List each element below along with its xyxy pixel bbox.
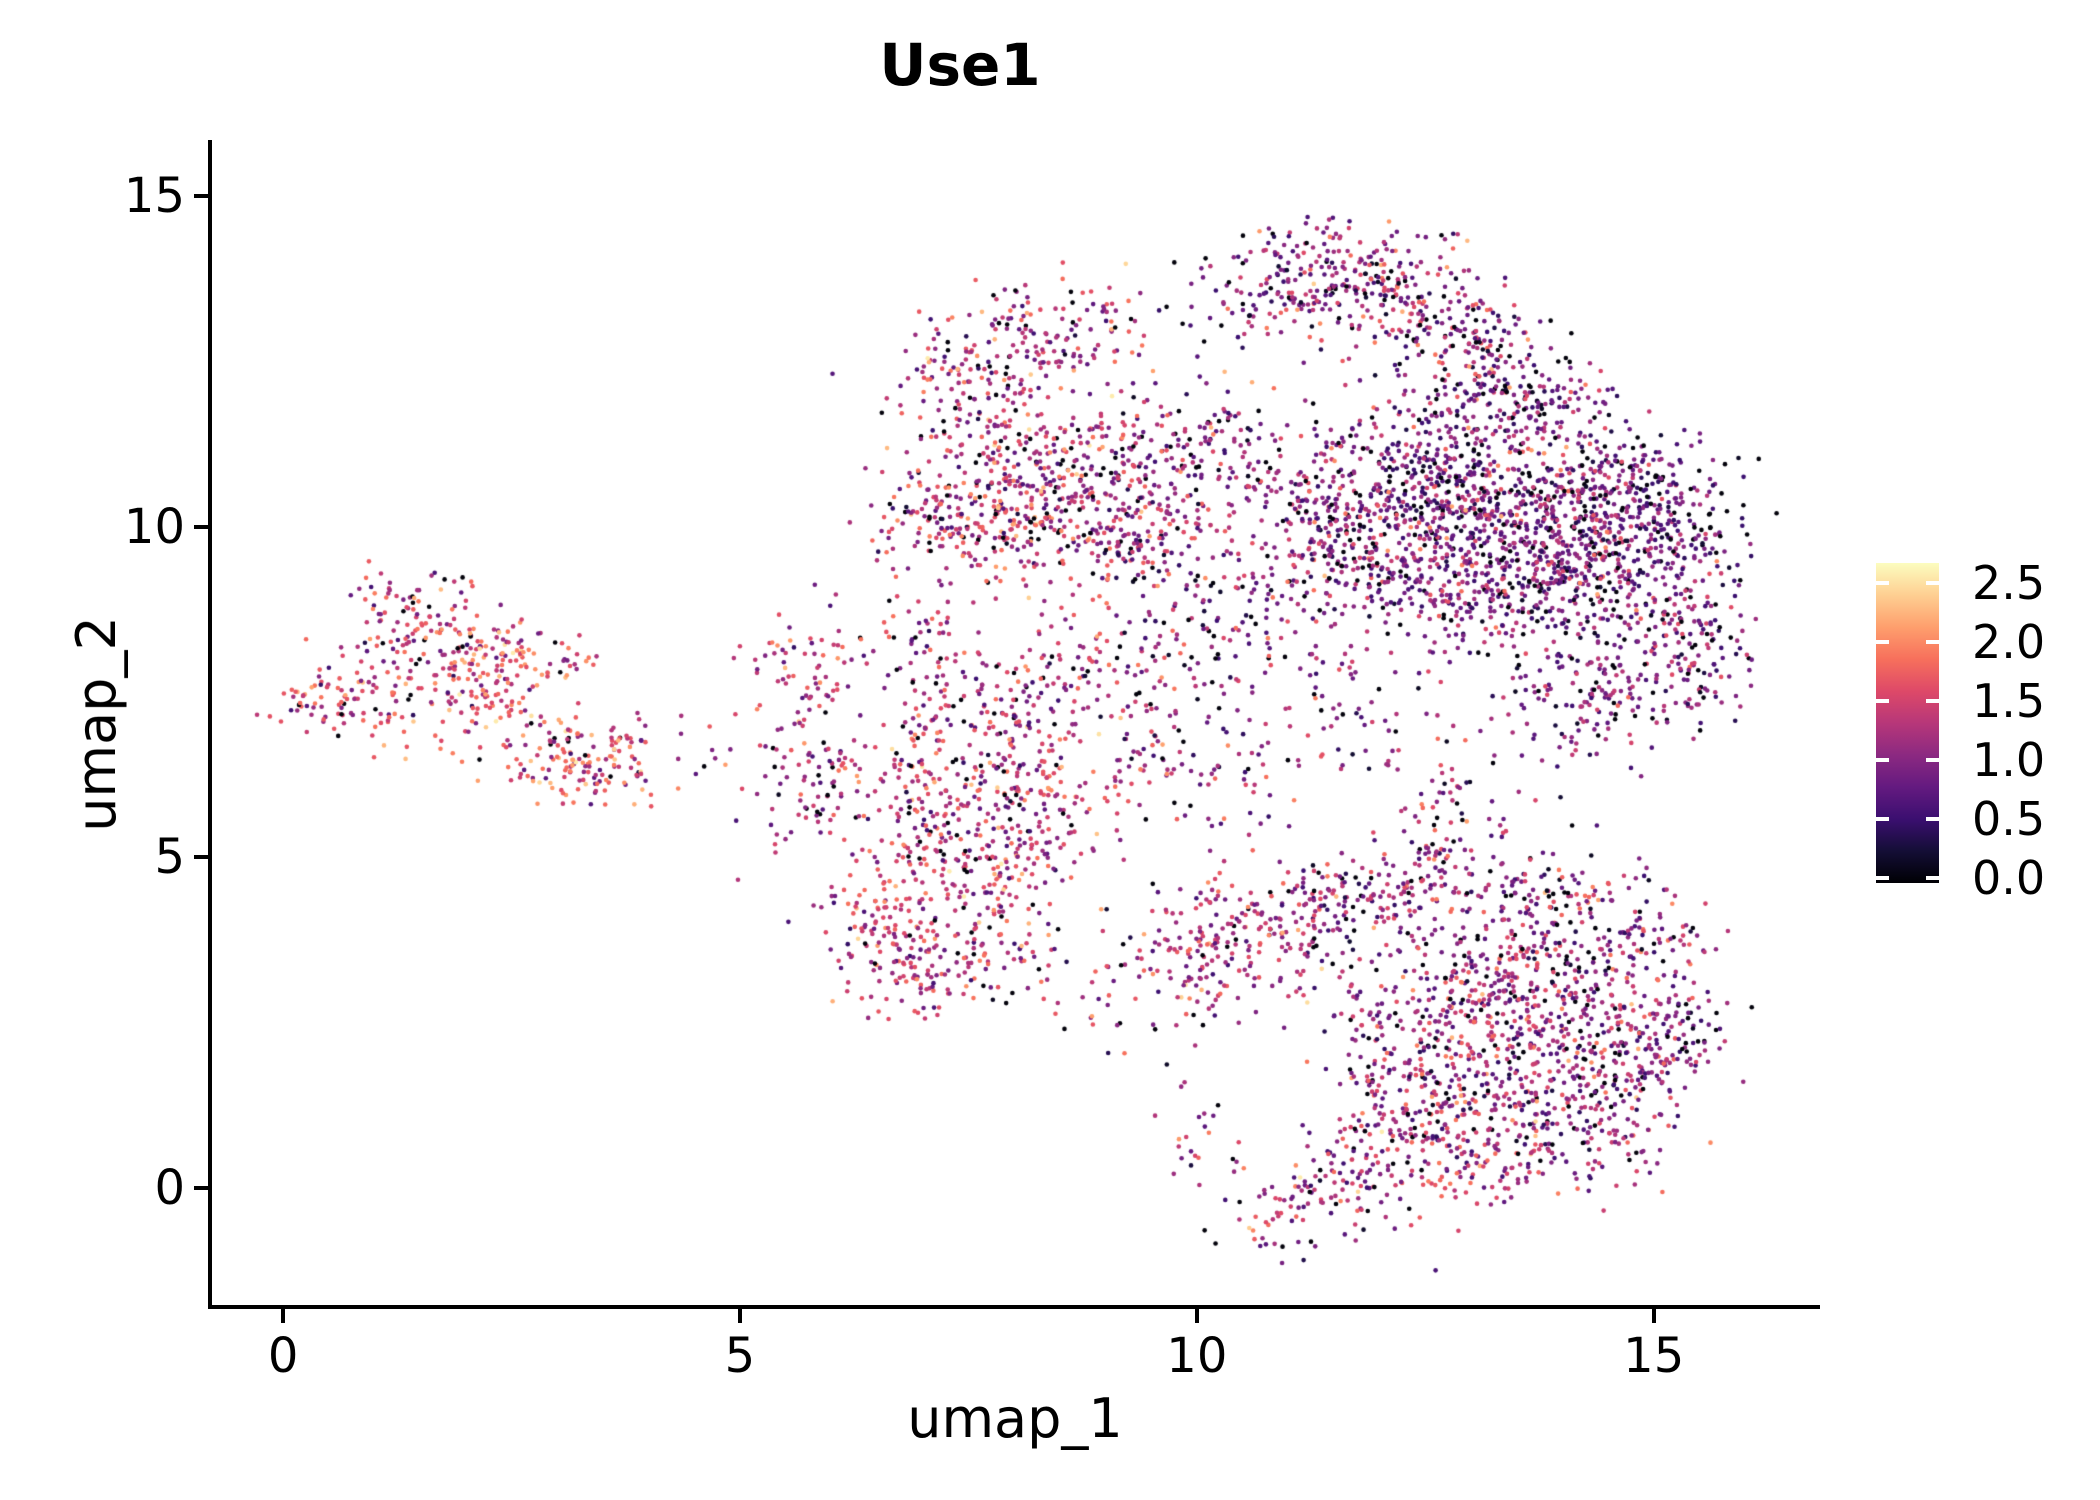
y-tick-mark (194, 855, 208, 860)
x-tick-mark (737, 1309, 742, 1323)
y-tick-label-15: 15 (123, 168, 185, 225)
y-axis-line (208, 140, 212, 1309)
y-tick-label-0: 0 (154, 1159, 185, 1216)
colorbar-tick-mark (1926, 876, 1939, 880)
y-tick-mark (194, 194, 208, 199)
colorbar-tick-mark (1926, 699, 1939, 703)
colorbar-label-1.0: 1.0 (1972, 733, 2046, 787)
y-tick-label-10: 10 (123, 498, 185, 555)
colorbar-label-1.5: 1.5 (1972, 674, 2046, 728)
colorbar-label-2.5: 2.5 (1972, 556, 2046, 610)
colorbar-tick-mark (1876, 876, 1889, 880)
colorbar-tick-mark (1926, 758, 1939, 762)
x-tick-mark (1194, 1309, 1199, 1323)
colorbar-tick-mark (1876, 699, 1889, 703)
colorbar-label-2.0: 2.0 (1972, 615, 2046, 669)
x-axis-title: umap_1 (907, 1387, 1123, 1450)
y-tick-mark (194, 524, 208, 529)
y-tick-label-5: 5 (154, 829, 185, 886)
x-tick-label-5: 5 (724, 1328, 756, 1384)
colorbar-tick-mark (1876, 581, 1889, 585)
x-tick-label-15: 15 (1623, 1328, 1685, 1384)
colorbar-tick-mark (1876, 640, 1889, 644)
x-tick-mark (281, 1309, 286, 1323)
colorbar-tick-mark (1876, 817, 1889, 821)
colorbar-label-0.0: 0.0 (1972, 851, 2046, 905)
colorbar-label-0.5: 0.5 (1972, 792, 2046, 846)
x-tick-label-0: 0 (267, 1328, 299, 1384)
y-axis-title: umap_2 (65, 615, 128, 832)
x-tick-mark (1651, 1309, 1656, 1323)
colorbar-tick-mark (1926, 581, 1939, 585)
colorbar-tick-mark (1926, 640, 1939, 644)
x-axis-line (208, 1305, 1820, 1309)
colorbar-tick-mark (1926, 817, 1939, 821)
colorbar-gradient (1876, 563, 1939, 883)
y-tick-mark (194, 1185, 208, 1190)
colorbar-tick-mark (1876, 758, 1889, 762)
x-tick-label-10: 10 (1166, 1328, 1228, 1384)
plot-title: Use1 (879, 31, 1041, 99)
